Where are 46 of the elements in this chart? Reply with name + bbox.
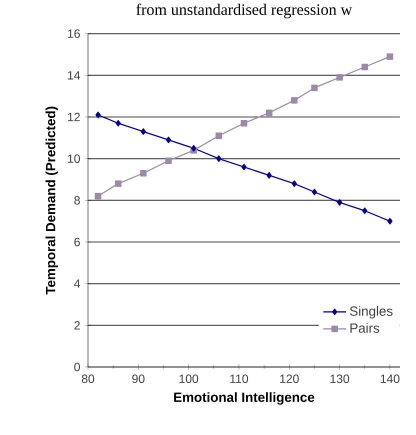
y-tick-label: 12 [68, 112, 80, 122]
legend-label: Singles [350, 306, 393, 318]
y-axis-title: Temporal Demand (Predicted) [46, 106, 58, 295]
point [116, 120, 121, 127]
point [166, 136, 172, 144]
chart-title: from unstandardised regression w [136, 4, 352, 18]
point [291, 97, 298, 104]
point [140, 128, 146, 135]
point [387, 218, 393, 224]
y-tick-label: 2 [74, 321, 80, 330]
point [337, 199, 342, 206]
y-tick-label: 8 [74, 196, 80, 205]
x-tick-label: 110 [230, 374, 248, 384]
y-tick-label: 16 [68, 29, 80, 38]
x-tick-label: 90 [132, 374, 145, 384]
x-tick-label: 140 [380, 374, 400, 384]
point [240, 120, 248, 127]
point [266, 172, 272, 179]
x-tick-label: 100 [180, 374, 198, 384]
y-tick-label: 14 [68, 71, 80, 80]
point [140, 170, 147, 177]
x-tick-label: 130 [330, 374, 350, 384]
point [114, 180, 122, 187]
x-tick-label: 80 [82, 374, 94, 384]
y-tick-label: 4 [74, 280, 80, 288]
point [362, 64, 368, 70]
point [165, 157, 172, 164]
point [292, 180, 297, 187]
y-tick-label: 6 [74, 238, 80, 246]
point [362, 207, 368, 214]
x-axis-title: Emotional Intelligence [174, 392, 314, 405]
legend-label: Pairs [350, 323, 380, 333]
point [94, 192, 102, 200]
point [266, 110, 272, 116]
y-tick-label: 0 [74, 362, 80, 372]
point [386, 53, 394, 60]
point [336, 74, 343, 81]
point [216, 132, 222, 140]
point [95, 112, 101, 118]
point [191, 144, 196, 152]
y-tick-label: 10 [68, 154, 80, 163]
point [216, 155, 222, 162]
x-tick-label: 120 [280, 374, 299, 384]
point [311, 84, 318, 92]
point [312, 188, 318, 196]
point [241, 164, 247, 170]
